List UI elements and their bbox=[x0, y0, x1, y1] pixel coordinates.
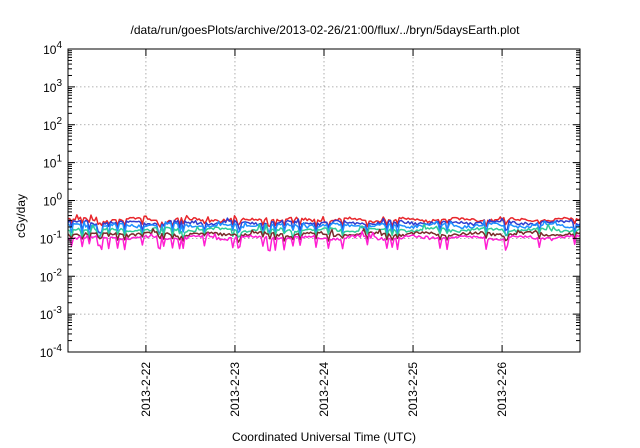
y-tick-label: 101 bbox=[43, 154, 62, 171]
y-tick-label: 102 bbox=[43, 116, 62, 133]
x-axis-ticks: 2013-2-22 2013-2-23 2013-2-24 2013-2-25 2013… bbox=[139, 49, 509, 417]
x-tick-label: 2013-2-22 bbox=[139, 362, 153, 417]
x-tick-label: 2013-2-23 bbox=[228, 362, 242, 417]
x-tick-label: 2013-2-25 bbox=[406, 362, 420, 417]
x-tick-label: 2013-2-24 bbox=[317, 362, 331, 417]
y-tick-label: 10-4 bbox=[40, 343, 63, 360]
series-line bbox=[67, 217, 581, 235]
series-line bbox=[67, 219, 581, 238]
series-line bbox=[67, 230, 581, 252]
y-tick-label: 103 bbox=[43, 78, 62, 95]
y-tick-label: 10-2 bbox=[40, 267, 63, 284]
y-axis-label: cGy/day bbox=[14, 194, 28, 238]
grid bbox=[68, 49, 580, 352]
x-tick-label: 2013-2-26 bbox=[495, 362, 509, 417]
y-axis-ticks: 10-4 10-3 10-2 10-1 100 101 102 103 104 bbox=[40, 40, 580, 360]
series-line bbox=[67, 223, 581, 241]
series-line bbox=[67, 227, 581, 244]
series-line bbox=[67, 214, 581, 228]
chart-title: /data/run/goesPlots/archive/2013-02-26/2… bbox=[131, 23, 521, 37]
y-tick-label: 104 bbox=[43, 40, 62, 57]
y-tick-label: 10-3 bbox=[40, 305, 63, 322]
plot-series bbox=[67, 214, 581, 252]
y-tick-label: 100 bbox=[43, 192, 62, 209]
y-tick-label: 10-1 bbox=[40, 229, 63, 246]
x-axis-label: Coordinated Universal Time (UTC) bbox=[232, 430, 416, 444]
